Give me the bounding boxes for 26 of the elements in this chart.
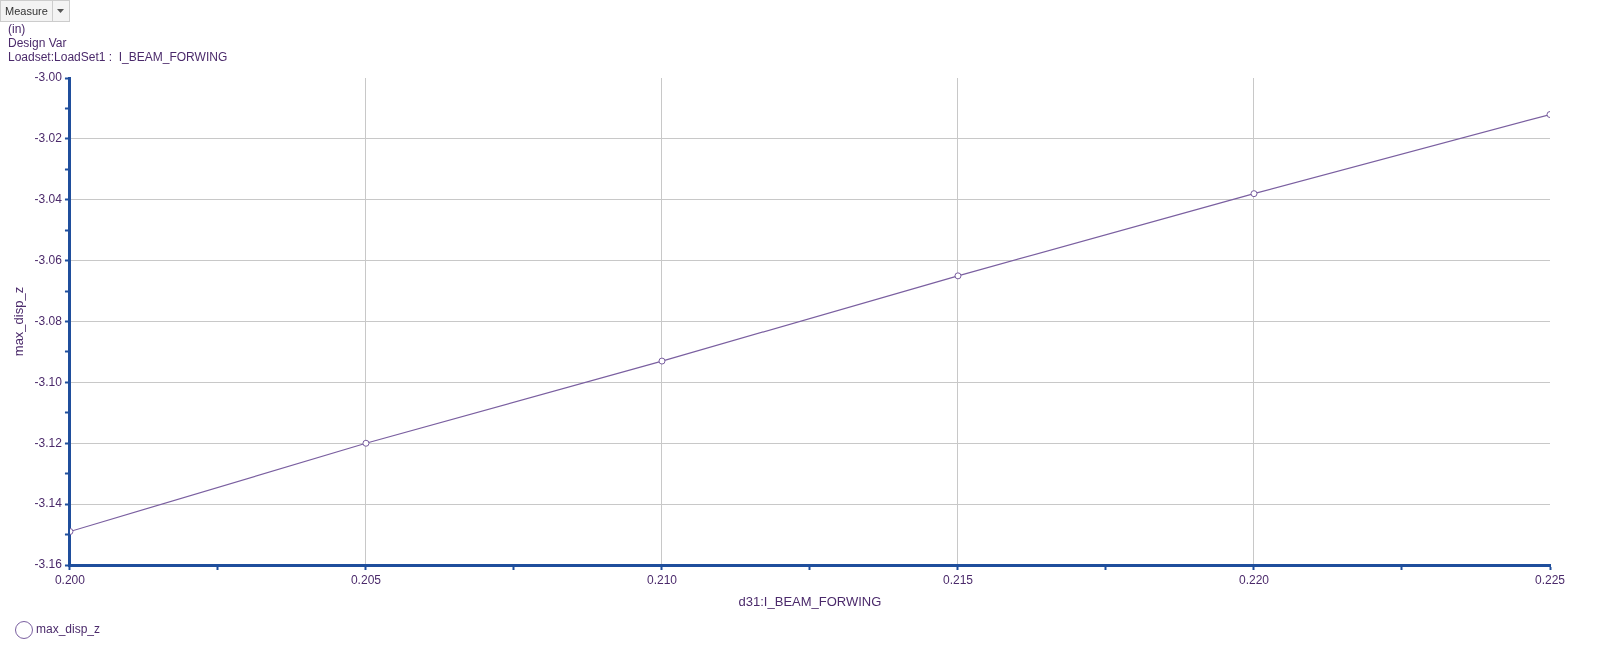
- y-tick-label: -3.06: [34, 252, 63, 267]
- y-tick-label: -3.08: [34, 313, 63, 328]
- y-tick-label: -3.12: [34, 435, 63, 450]
- x-tick-label: 0.225: [1534, 572, 1566, 587]
- y-tick-label: -3.16: [34, 557, 63, 572]
- x-tick-label: 0.200: [54, 572, 86, 587]
- chart-title: Design Var: [7, 36, 68, 50]
- y-tick-label: -3.04: [34, 192, 63, 207]
- point: [954, 272, 962, 280]
- legend-label: max_disp_z: [36, 622, 101, 637]
- chart-subtitle: Loadset:LoadSet1 : I_BEAM_FORWING: [7, 50, 228, 64]
- text: (in): [7, 22, 27, 36]
- x-tick-label: 0.215: [942, 572, 974, 587]
- y-tick-label: -3.14: [34, 496, 63, 511]
- y-axis-title: max_disp_z: [11, 286, 27, 357]
- text: Measure: [4, 4, 49, 18]
- point: [362, 439, 370, 447]
- point: [658, 357, 666, 365]
- x-axis-title: d31:I_BEAM_FORWING: [738, 593, 882, 609]
- y-tick-label: -3.10: [34, 374, 63, 389]
- x-tick-label: 0.210: [646, 572, 678, 587]
- y-tick-label: -3.02: [34, 131, 63, 146]
- point: [1250, 190, 1258, 198]
- x-tick-label: 0.220: [1238, 572, 1270, 587]
- x-tick-label: 0.205: [350, 572, 382, 587]
- y-tick-label: -3.00: [34, 70, 63, 85]
